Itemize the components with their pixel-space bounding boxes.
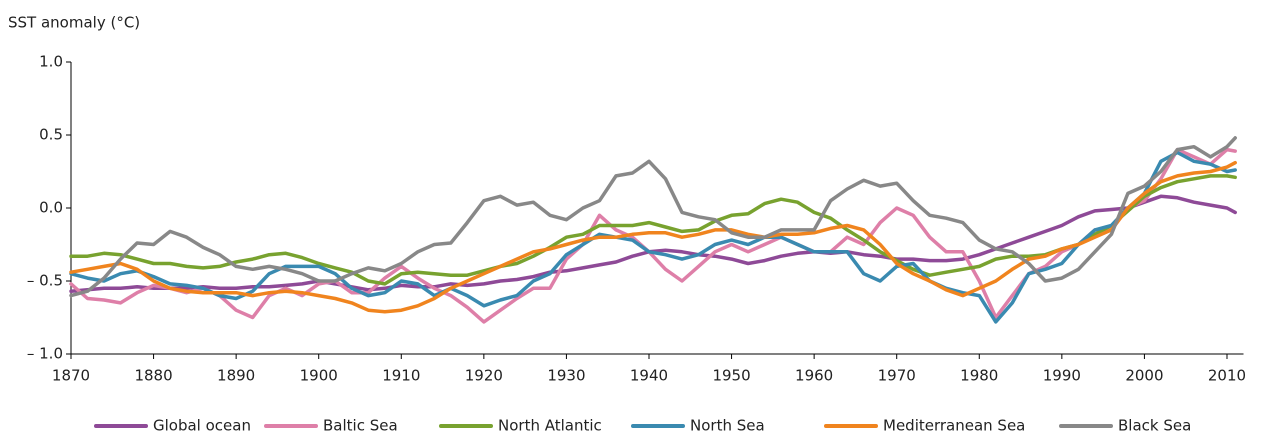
legend-label: Mediterranean Sea bbox=[883, 417, 1025, 434]
x-tick-label: 1990 bbox=[1043, 367, 1081, 385]
x-tick-label: 1950 bbox=[712, 367, 750, 385]
series-line bbox=[69, 147, 1237, 324]
series-line bbox=[69, 160, 1237, 314]
y-tick-label: 0.5 bbox=[39, 126, 63, 144]
x-tick-label: 1920 bbox=[465, 367, 503, 385]
y-axis-label: SST anomaly (°C) bbox=[8, 14, 140, 32]
x-tick-label: 2010 bbox=[1208, 367, 1246, 385]
x-tick-label: 1910 bbox=[382, 367, 420, 385]
series-line bbox=[69, 150, 1237, 324]
x-tick-label: 1880 bbox=[134, 367, 172, 385]
y-tick-label: 0.0 bbox=[39, 199, 63, 217]
x-tick-label: 1940 bbox=[630, 367, 668, 385]
legend-label: Baltic Sea bbox=[323, 417, 398, 434]
series-line bbox=[69, 136, 1237, 298]
x-tick-label: 1870 bbox=[52, 367, 90, 385]
y-tick-label: – 1.0 bbox=[27, 345, 63, 363]
series-line bbox=[69, 194, 1237, 293]
y-tick-label: 1.0 bbox=[39, 53, 63, 71]
x-tick-label: 1970 bbox=[878, 367, 916, 385]
legend-label: North Sea bbox=[690, 417, 765, 434]
x-tick-label: 1960 bbox=[795, 367, 833, 385]
x-tick-label: 1930 bbox=[547, 367, 585, 385]
y-tick-label: – 0.5 bbox=[27, 272, 63, 290]
x-tick-label: 2000 bbox=[1125, 367, 1163, 385]
x-tick-label: 1900 bbox=[300, 367, 338, 385]
legend-label: Global ocean bbox=[153, 417, 251, 434]
x-tick-label: 1980 bbox=[960, 367, 998, 385]
legend-label: North Atlantic bbox=[498, 417, 602, 434]
x-tick-label: 1890 bbox=[217, 367, 255, 385]
legend-label: Black Sea bbox=[1118, 417, 1191, 434]
